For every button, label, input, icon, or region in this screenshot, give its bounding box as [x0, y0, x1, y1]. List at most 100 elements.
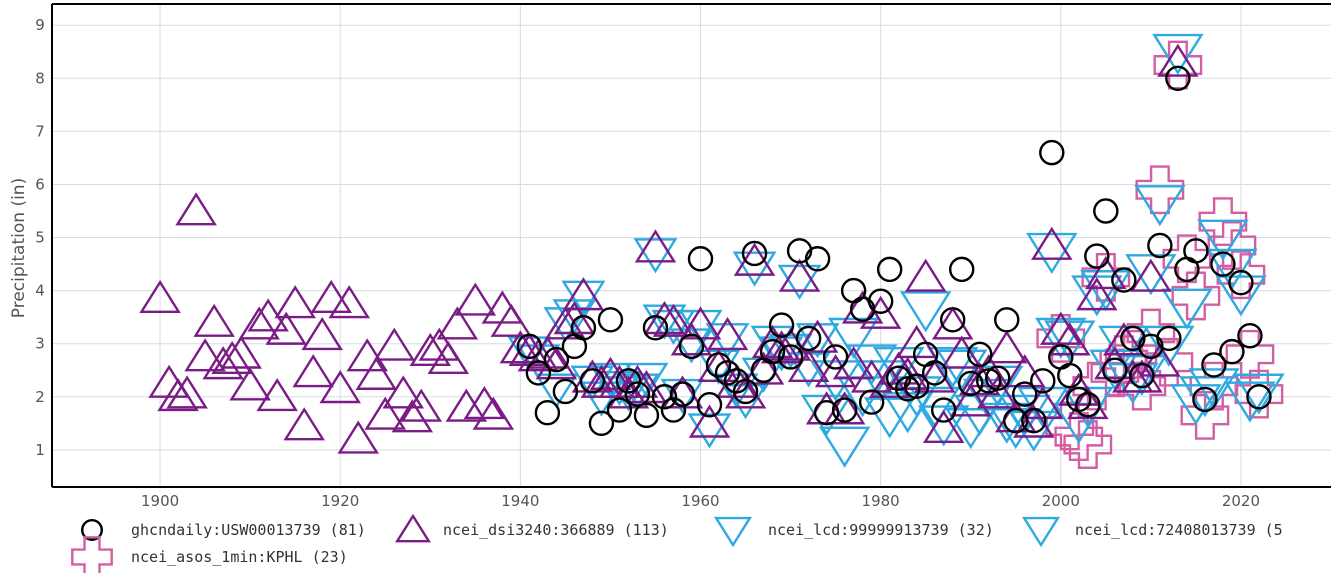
data-point — [940, 335, 983, 369]
data-point — [687, 246, 714, 272]
data-point — [985, 365, 1011, 391]
data-point — [535, 346, 578, 380]
data-point — [1129, 362, 1155, 389]
data-point — [499, 330, 542, 364]
data-point — [1192, 386, 1218, 413]
data-point — [768, 312, 795, 338]
data-point — [615, 368, 642, 394]
legend-item[interactable]: ncei_lcd:72408013739 (5 — [1021, 516, 1283, 548]
legend-label: ncei_lcd:72408013739 (5 — [1075, 521, 1283, 539]
legend-marker-icon — [81, 519, 103, 541]
data-point — [148, 364, 190, 398]
legend-item[interactable]: ncei_lcd:99999913739 (32) — [713, 516, 994, 548]
y-tick-label: 3 — [35, 335, 45, 353]
data-point — [220, 335, 262, 369]
data-point — [1093, 198, 1119, 224]
data-point — [238, 306, 280, 340]
legend-item[interactable]: ghcndaily:USW00013739 (81) — [81, 519, 366, 541]
data-point — [818, 426, 871, 468]
y-tick-label: 2 — [35, 388, 45, 406]
data-point — [427, 340, 470, 375]
data-point — [400, 388, 443, 422]
data-point — [1071, 275, 1123, 317]
data-point — [1206, 248, 1258, 290]
data-point — [778, 258, 821, 292]
data-point — [958, 362, 1001, 396]
legend-marker-icon — [1021, 516, 1061, 548]
data-point — [534, 399, 561, 426]
data-point — [948, 256, 975, 283]
data-point — [1134, 185, 1186, 227]
data-point — [157, 378, 199, 412]
data-point — [985, 330, 1028, 364]
data-point — [688, 404, 731, 438]
data-point — [328, 285, 370, 319]
data-point — [742, 351, 785, 385]
data-point — [445, 388, 488, 422]
data-point — [265, 311, 307, 345]
data-point — [166, 375, 208, 409]
data-point — [660, 397, 687, 423]
data-point — [310, 279, 352, 313]
data-point — [597, 307, 624, 333]
data-point — [301, 316, 343, 351]
data-point — [705, 323, 750, 359]
data-point — [1067, 385, 1109, 420]
data-point — [534, 373, 579, 409]
data-point — [202, 346, 244, 380]
data-point — [211, 340, 253, 375]
data-point — [714, 360, 741, 386]
x-tick-label: 1940 — [501, 492, 539, 510]
data-point — [1234, 369, 1284, 419]
data-point — [714, 373, 759, 409]
y-tick-label: 6 — [35, 175, 45, 193]
legend-marker-icon — [395, 513, 431, 543]
data-point — [1157, 43, 1199, 77]
data-point — [454, 282, 497, 316]
data-point — [786, 352, 831, 388]
data-point — [967, 341, 993, 368]
data-point — [391, 399, 434, 433]
grid-lines — [52, 4, 1331, 487]
series-3 — [800, 33, 1285, 468]
data-point — [876, 256, 903, 283]
data-point — [994, 307, 1020, 333]
data-point — [1153, 40, 1203, 90]
data-point — [723, 384, 768, 420]
data-point — [364, 396, 407, 430]
data-point — [606, 397, 633, 423]
data-point — [1138, 333, 1164, 360]
data-point — [346, 338, 389, 372]
data-point — [651, 384, 678, 410]
data-point — [903, 373, 930, 399]
data-point — [607, 375, 650, 409]
legend-item[interactable]: ncei_dsi3240:366889 (113) — [395, 513, 669, 543]
y-tick-label: 8 — [35, 69, 45, 87]
data-point — [1021, 407, 1047, 434]
data-point — [939, 307, 966, 333]
data-point — [382, 375, 425, 409]
data-point — [823, 391, 866, 425]
data-point — [949, 383, 992, 417]
legend-item[interactable]: ncei_asos_1min:KPHL (23) — [71, 536, 348, 573]
data-point — [256, 378, 298, 412]
data-point — [562, 277, 605, 311]
data-point — [1003, 407, 1029, 434]
data-point — [786, 238, 813, 264]
data-point — [552, 378, 579, 405]
data-point — [1030, 368, 1056, 394]
data-point — [1075, 392, 1101, 418]
data-points — [139, 33, 1285, 469]
data-point — [872, 347, 925, 389]
data-point — [588, 410, 615, 437]
y-tick-label: 5 — [35, 229, 45, 247]
data-point — [899, 291, 952, 333]
data-point — [1171, 271, 1221, 321]
data-point — [337, 420, 380, 454]
data-point — [732, 251, 777, 287]
y-tick-label: 1 — [35, 441, 45, 459]
data-point — [705, 352, 732, 378]
data-point — [867, 288, 894, 314]
data-point — [858, 389, 885, 415]
